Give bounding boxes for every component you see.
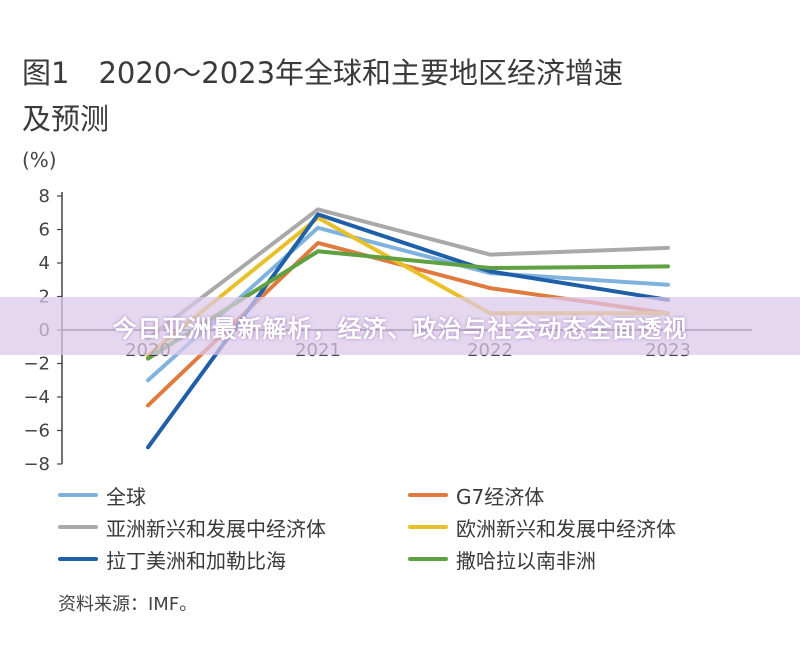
- legend-label: 撒哈拉以南非洲: [456, 548, 596, 573]
- legend-label: 拉丁美洲和加勒比海: [106, 548, 286, 573]
- legend-item-latin-america: 拉丁美洲和加勒比海: [58, 544, 286, 574]
- legend-swatch: [58, 525, 98, 529]
- legend-item-global: 全球: [58, 480, 146, 510]
- legend-item-emerging-europe: 欧洲新兴和发展中经济体: [408, 512, 676, 542]
- legend-swatch: [58, 493, 98, 497]
- y-axis-unit: (%): [22, 148, 57, 172]
- legend-item-emerging-asia: 亚洲新兴和发展中经济体: [58, 512, 326, 542]
- y-tick-label: −8: [23, 454, 50, 475]
- legend-swatch: [408, 557, 448, 561]
- chart-title-line2: 及预测: [22, 102, 110, 136]
- y-tick-label: 8: [39, 186, 50, 207]
- y-tick-label: −4: [23, 387, 50, 408]
- y-tick-label: −6: [23, 421, 50, 442]
- chart-title-line1: 图1 2020～2023年全球和主要地区经济增速: [22, 56, 624, 90]
- y-tick-label: 6: [39, 220, 50, 241]
- legend-label: 亚洲新兴和发展中经济体: [106, 516, 326, 541]
- legend-item-sub-saharan-africa: 撒哈拉以南非洲: [408, 544, 596, 574]
- legend-swatch: [408, 493, 448, 497]
- source-note: 资料来源：IMF。: [58, 594, 198, 615]
- legend-label: 全球: [106, 484, 146, 509]
- y-tick-label: 4: [39, 253, 50, 274]
- series-line-2: [146, 207, 670, 341]
- legend-swatch: [58, 557, 98, 561]
- y-tick-label: −2: [23, 354, 50, 375]
- legend-item-g7: G7经济体: [408, 480, 544, 510]
- legend-label: G7经济体: [456, 484, 545, 509]
- legend-swatch: [408, 525, 448, 529]
- legend-label: 欧洲新兴和发展中经济体: [456, 516, 676, 541]
- banner-text: 今日亚洲最新解析，经济、政治与社会动态全面透视: [112, 314, 688, 343]
- overlay-banner: 今日亚洲最新解析，经济、政治与社会动态全面透视: [0, 297, 800, 355]
